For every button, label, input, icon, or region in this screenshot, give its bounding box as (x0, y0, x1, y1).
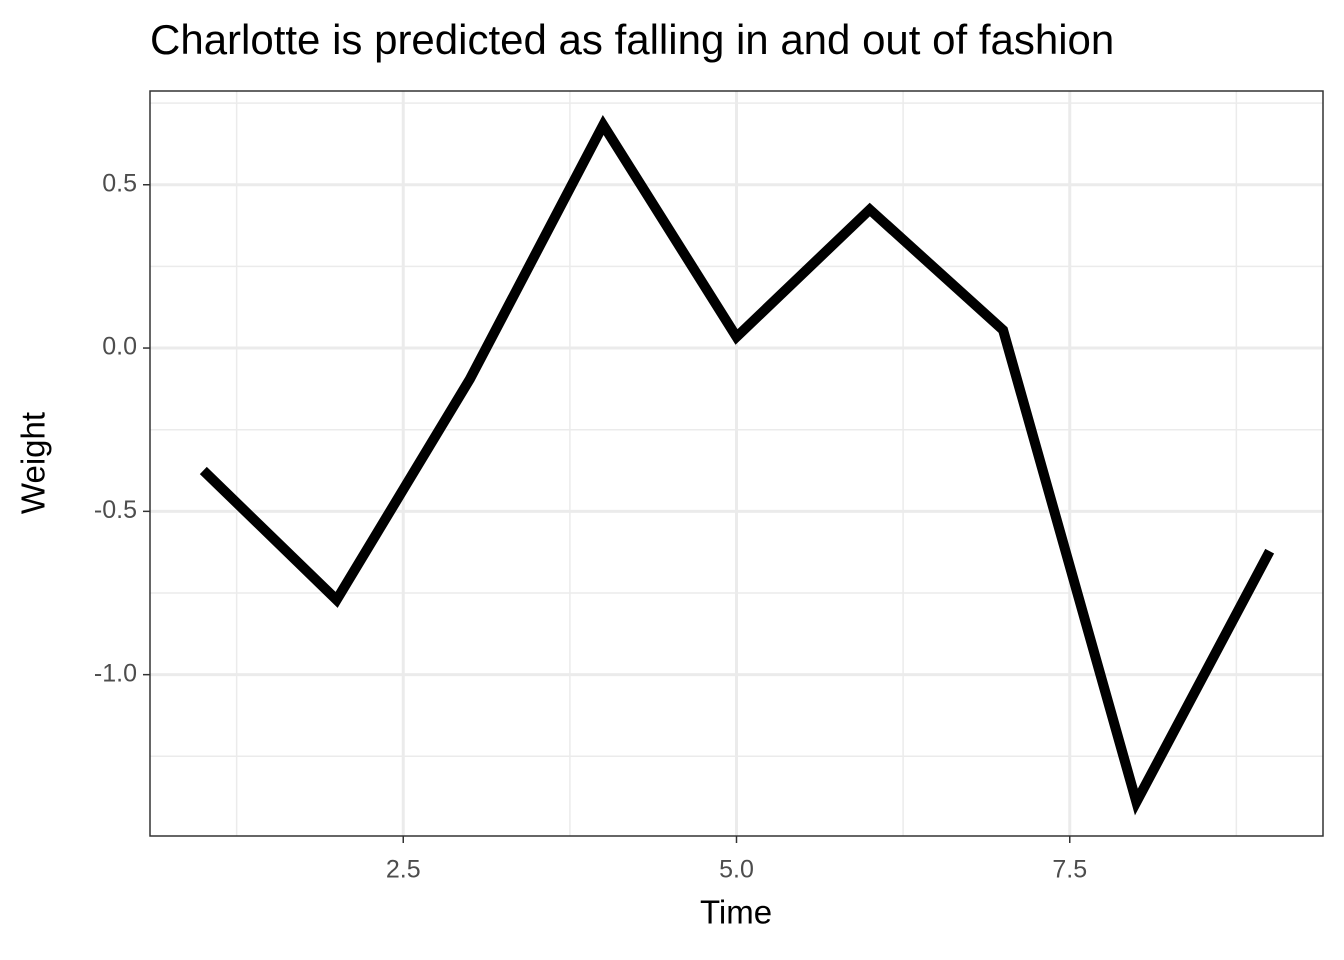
y-tick-label: -0.5 (94, 496, 137, 524)
y-tick-label: 0.5 (102, 169, 137, 197)
x-tick-label: 5.0 (719, 856, 754, 884)
x-tick-label: 7.5 (1052, 856, 1087, 884)
data-line (199, 114, 1275, 816)
panel-border (149, 90, 1324, 837)
chart-title: Charlotte is predicted as falling in and… (150, 16, 1114, 63)
x-tick-label: 2.5 (386, 856, 421, 884)
y-axis-title: Weight (15, 412, 52, 514)
x-axis-title: Time (700, 894, 772, 931)
y-tick-label: -1.0 (94, 659, 137, 687)
y-tick-label: 0.0 (102, 333, 137, 361)
